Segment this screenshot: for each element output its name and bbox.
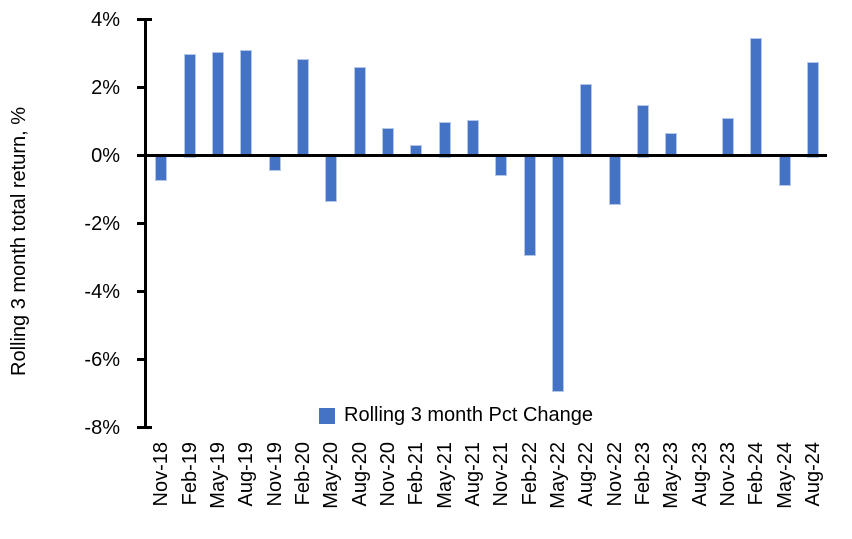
legend-label: Rolling 3 month Pct Change — [344, 404, 594, 426]
legend-swatch-icon — [319, 407, 335, 424]
x-axis-label: May-22 — [546, 442, 569, 509]
y-tick-label: -6% — [84, 348, 120, 371]
x-axis-label: Nov-22 — [603, 442, 626, 507]
bar-Aug-24 — [806, 62, 819, 158]
x-axis-zero-line — [137, 154, 827, 157]
bar-Aug-22 — [580, 84, 593, 158]
x-axis-label: Aug-24 — [801, 442, 824, 507]
x-axis-label: Feb-20 — [291, 442, 314, 506]
x-axis-label: May-21 — [433, 442, 456, 509]
bar-Nov-21 — [495, 155, 508, 177]
y-tick-label: 0% — [91, 144, 120, 167]
legend: Rolling 3 month Pct Change — [319, 404, 593, 427]
y-tick-label: 4% — [91, 8, 120, 31]
x-axis-label: Nov-19 — [263, 442, 286, 507]
bar-Aug-20 — [353, 67, 366, 158]
bar-Feb-22 — [523, 155, 536, 257]
bar-May-21 — [438, 121, 451, 158]
x-axis-label: Aug-20 — [348, 442, 371, 507]
x-axis-label: May-19 — [206, 442, 229, 509]
bar-Feb-19 — [183, 53, 196, 158]
y-tick-label: -4% — [84, 280, 120, 303]
y-tick-label: -8% — [84, 416, 120, 439]
bar-Nov-22 — [608, 155, 621, 206]
x-axis-label: Aug-23 — [688, 442, 711, 507]
x-axis-label: Feb-24 — [745, 442, 768, 506]
bar-May-22 — [551, 155, 564, 393]
bar-Feb-23 — [636, 104, 649, 158]
x-axis-label: May-23 — [660, 442, 683, 509]
bar-Aug-21 — [466, 119, 479, 158]
bar-May-24 — [778, 155, 791, 187]
y-tick-mark — [137, 358, 147, 361]
y-tick-mark — [137, 86, 147, 89]
bar-Aug-19 — [240, 50, 253, 158]
x-axis-label: Feb-19 — [178, 442, 201, 506]
y-tick-label: -2% — [84, 212, 120, 235]
y-tick-mark — [137, 290, 147, 293]
x-axis-label: Feb-22 — [518, 442, 541, 506]
x-axis-label: May-20 — [320, 442, 343, 509]
x-axis-label: May-24 — [773, 442, 796, 509]
bar-May-19 — [211, 51, 224, 158]
bar-Nov-18 — [155, 155, 168, 182]
x-axis-label: Feb-21 — [405, 442, 428, 506]
x-axis-label: Aug-22 — [575, 442, 598, 507]
x-axis-label: Nov-18 — [150, 442, 173, 507]
x-axis-label: Aug-21 — [461, 442, 484, 507]
x-axis-label: Nov-21 — [490, 442, 513, 507]
y-tick-label: 2% — [91, 76, 120, 99]
bar-Nov-19 — [268, 155, 281, 172]
bar-Nov-23 — [721, 118, 734, 158]
y-axis-line — [143, 18, 147, 429]
bar-Feb-24 — [750, 38, 763, 158]
bar-Feb-20 — [296, 58, 309, 158]
y-tick-mark — [137, 222, 147, 225]
y-axis-title: Rolling 3 month total return, % — [8, 106, 30, 376]
x-axis-label: Aug-19 — [235, 442, 258, 507]
bar-May-20 — [325, 155, 338, 202]
x-axis-label: Feb-23 — [631, 442, 654, 506]
x-axis-label: Nov-23 — [716, 442, 739, 507]
x-axis-label: Nov-20 — [376, 442, 399, 507]
